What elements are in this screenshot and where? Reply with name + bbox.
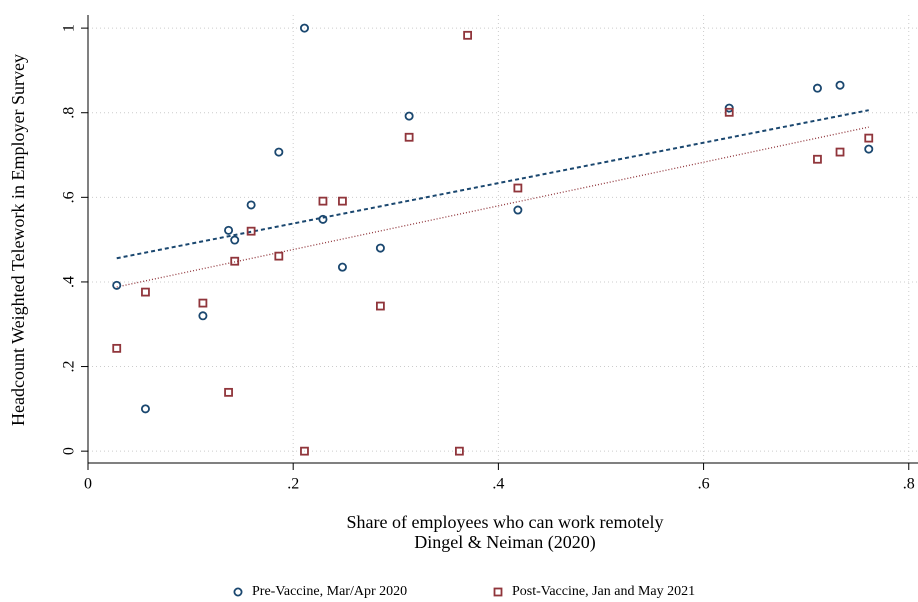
point [463,30,473,40]
point [812,83,822,93]
point [300,446,309,456]
point [513,205,523,215]
point [318,214,328,224]
x-tick-label: .6 [698,476,710,493]
point [274,147,284,157]
point [835,147,845,157]
point [724,107,734,117]
y-tick-label: .2 [61,361,78,373]
y-axis-label: Headcount Weighted Telework in Employer … [8,54,28,426]
legend-marker [233,587,243,597]
point [224,387,233,397]
point [835,80,845,90]
legend-label: Post-Vaccine, Jan and May 2021 [512,584,695,599]
point [513,183,523,193]
point [141,287,150,297]
point [864,144,874,154]
y-tick-label: .4 [61,276,78,288]
fit-line [116,126,869,288]
point [338,196,347,206]
x-tick-label: .4 [492,476,504,493]
point [375,301,385,311]
y-tick-label: .8 [61,107,78,119]
point [864,133,874,143]
point [299,23,309,33]
fit-line [116,109,869,260]
point [404,111,414,121]
point [274,251,284,261]
point [337,262,347,272]
point [140,404,150,414]
legend-label: Pre-Vaccine, Mar/Apr 2020 [252,584,407,599]
y-tick-label: 0 [61,447,78,455]
y-tick-label: .6 [61,191,78,203]
point [198,298,208,308]
point [813,154,822,164]
point [375,243,385,253]
x-axis-label: Share of employees who can work remotely [347,512,664,532]
x-axis-label: Dingel & Neiman (2020) [414,532,595,553]
point [404,132,414,142]
point [112,280,122,290]
point [454,446,464,456]
point [198,311,208,321]
point [230,235,240,245]
y-tick-label: 1 [61,24,78,32]
point [318,196,328,206]
point [112,343,122,353]
x-tick-label: .2 [287,476,299,493]
point [246,226,256,236]
x-tick-label: 0 [84,476,92,493]
point [246,200,256,210]
point [224,225,234,235]
point [230,256,240,266]
x-tick-label: .8 [903,476,915,493]
legend-marker [493,587,503,597]
